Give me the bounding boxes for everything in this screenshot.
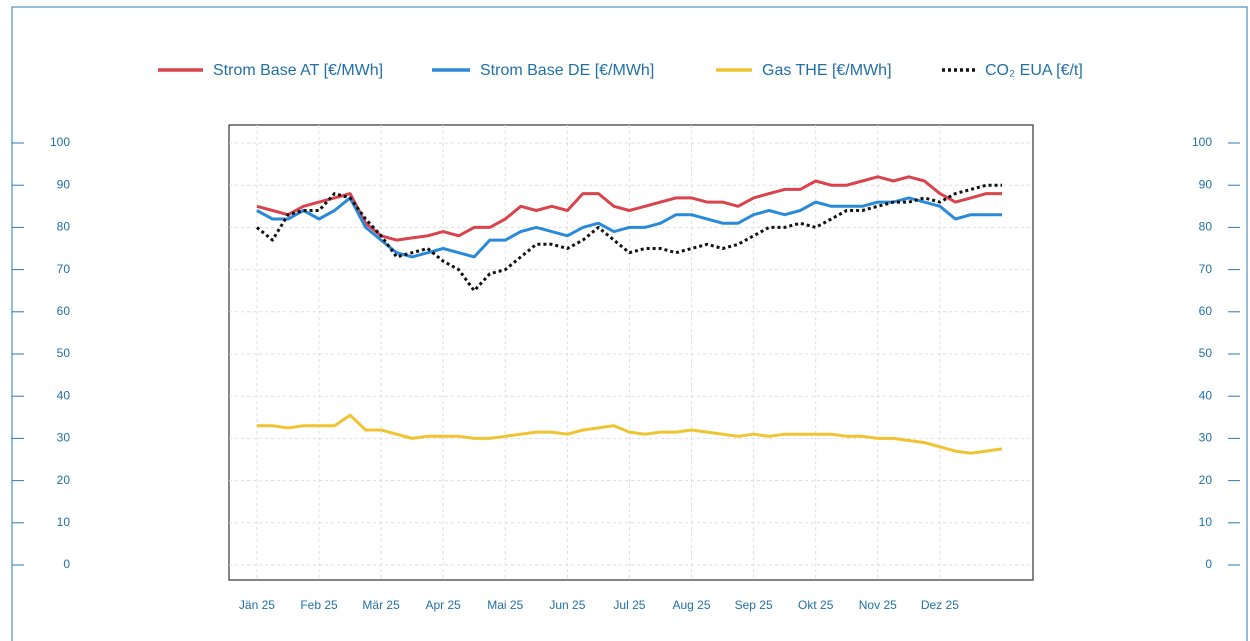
y2-tick-label: 50 bbox=[1199, 346, 1213, 360]
x-tick-label: Dez 25 bbox=[921, 598, 959, 612]
y-tick-label: 0 bbox=[63, 557, 70, 571]
x-tick-label: Okt 25 bbox=[798, 598, 834, 612]
y2-tick-label: 30 bbox=[1199, 431, 1213, 445]
x-tick-label: Jul 25 bbox=[613, 598, 645, 612]
series-line bbox=[256, 196, 1002, 259]
y-tick-label: 20 bbox=[57, 473, 71, 487]
x-tick-label: Jän 25 bbox=[239, 598, 275, 612]
y2-tick-label: 10 bbox=[1199, 515, 1213, 529]
x-tick-label: Feb 25 bbox=[300, 598, 338, 612]
series-line bbox=[256, 413, 1003, 455]
y-tick-label: 50 bbox=[57, 346, 71, 360]
y-tick-label: 10 bbox=[57, 515, 71, 529]
y2-tick-label: 100 bbox=[1192, 135, 1212, 149]
x-tick-label: Nov 25 bbox=[859, 598, 897, 612]
x-tick-label: Jun 25 bbox=[549, 598, 585, 612]
y2-tick-label: 0 bbox=[1205, 557, 1212, 571]
y2-tick-label: 90 bbox=[1199, 177, 1213, 191]
x-tick-label: Mai 25 bbox=[487, 598, 523, 612]
y2-tick-label: 80 bbox=[1199, 220, 1213, 234]
y2-tick-label: 40 bbox=[1199, 388, 1213, 402]
y-tick-label: 80 bbox=[57, 220, 71, 234]
y-tick-label: 60 bbox=[57, 304, 71, 318]
y2-tick-label: 20 bbox=[1199, 473, 1213, 487]
y-tick-label: 100 bbox=[50, 135, 70, 149]
y-tick-label: 90 bbox=[57, 177, 71, 191]
y-tick-label: 40 bbox=[57, 388, 71, 402]
x-tick-label: Mär 25 bbox=[362, 598, 400, 612]
series-line bbox=[255, 183, 1002, 293]
legend-label: Strom Base DE [€/MWh] bbox=[480, 62, 654, 79]
frame bbox=[11, 6, 1248, 641]
y2-tick-label: 60 bbox=[1199, 304, 1213, 318]
legend-label: Gas THE [€/MWh] bbox=[762, 62, 892, 79]
x-tick-label: Apr 25 bbox=[426, 598, 462, 612]
legend-label: Strom Base AT [€/MWh] bbox=[213, 62, 383, 79]
legend-label: CO₂ EUA [€/t] bbox=[985, 62, 1083, 79]
y2-tick-label: 70 bbox=[1199, 262, 1213, 276]
y-tick-label: 30 bbox=[57, 431, 71, 445]
y-tick-label: 70 bbox=[57, 262, 71, 276]
x-tick-label: Sep 25 bbox=[735, 598, 773, 612]
x-tick-label: Aug 25 bbox=[673, 598, 711, 612]
